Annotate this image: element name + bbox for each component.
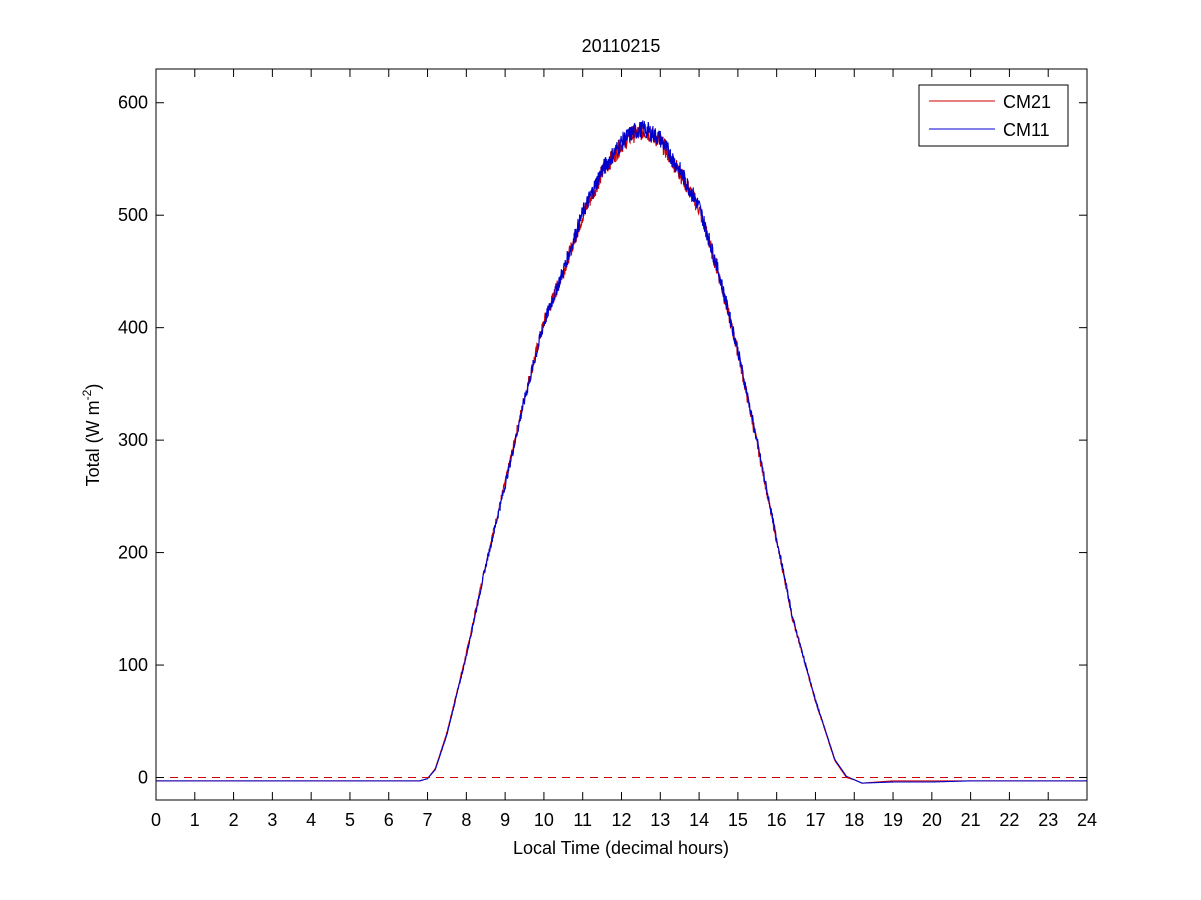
- x-tick-label: 1: [190, 810, 200, 830]
- x-axis-label: Local Time (decimal hours): [513, 838, 729, 858]
- x-tick-label: 11: [573, 810, 592, 830]
- y-tick-label: 400: [118, 318, 148, 338]
- x-tick-label: 16: [767, 810, 787, 830]
- y-tick-label: 100: [118, 655, 148, 675]
- x-tick-label: 13: [650, 810, 670, 830]
- series-line-cm11: [156, 120, 1087, 784]
- chart-title: 20110215: [582, 36, 661, 56]
- x-axis: 0 1 2 3 4 5 6 7 8 9 10 11 12 13 14 15 16 17 18 19 20 21 22 23 24: [151, 69, 1097, 830]
- y-axis-label: Total (W m-2): [80, 384, 103, 487]
- y-tick-label: 300: [118, 430, 148, 450]
- y-tick-label: 600: [118, 93, 148, 113]
- series-layer: [156, 120, 1087, 784]
- y-tick-label: 200: [118, 543, 148, 563]
- legend-box: [918, 84, 1069, 147]
- y-axis-label-main: Total (W m: [83, 400, 103, 486]
- x-tick-label: 18: [844, 810, 864, 830]
- y-tick-label: 0: [138, 768, 148, 788]
- legend: CM21 CM11: [918, 84, 1069, 147]
- y-tick-label: 500: [118, 205, 148, 225]
- y-axis-label-end: ): [83, 384, 103, 390]
- x-tick-label: 4: [306, 810, 316, 830]
- x-tick-label: 7: [423, 810, 433, 830]
- series-line-cm21: [156, 122, 1087, 784]
- legend-label-cm11: CM11: [1003, 120, 1050, 140]
- x-tick-label: 17: [805, 810, 825, 830]
- x-tick-label: 23: [1038, 810, 1058, 830]
- legend-label-cm21: CM21: [1003, 92, 1051, 112]
- x-tick-label: 0: [151, 810, 161, 830]
- x-tick-label: 21: [961, 810, 981, 830]
- x-tick-label: 9: [500, 810, 510, 830]
- x-tick-label: 15: [728, 810, 748, 830]
- x-tick-label: 22: [999, 810, 1019, 830]
- x-tick-label: 24: [1077, 810, 1097, 830]
- y-axis: 0 100 200 300 400 500 600: [118, 93, 1087, 788]
- x-tick-label: 12: [611, 810, 631, 830]
- x-tick-label: 3: [267, 810, 277, 830]
- x-tick-label: 14: [689, 810, 709, 830]
- x-tick-label: 10: [534, 810, 554, 830]
- x-tick-label: 5: [345, 810, 355, 830]
- plot-area-frame: [155, 68, 1088, 801]
- x-tick-label: 6: [384, 810, 394, 830]
- y-axis-label-superscript: -2: [80, 389, 94, 400]
- x-tick-label: 19: [883, 810, 903, 830]
- x-tick-label: 8: [461, 810, 471, 830]
- x-tick-label: 20: [922, 810, 942, 830]
- x-tick-label: 2: [229, 810, 239, 830]
